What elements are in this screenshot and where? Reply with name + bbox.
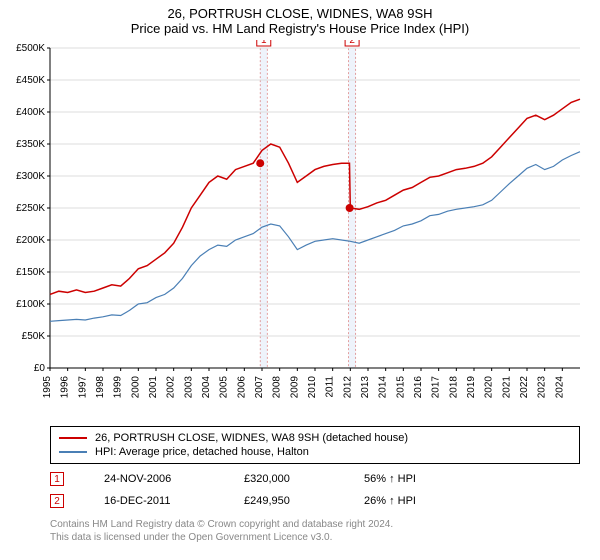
svg-text:2000: 2000 xyxy=(130,376,141,399)
marker-price: £320,000 xyxy=(244,473,324,485)
svg-text:£250K: £250K xyxy=(16,203,45,214)
svg-text:2017: 2017 xyxy=(431,376,442,399)
marker-price: £249,950 xyxy=(244,495,324,507)
svg-text:1: 1 xyxy=(261,40,267,46)
svg-text:2: 2 xyxy=(349,40,355,46)
marker-row: 2 16-DEC-2011 £249,950 26% ↑ HPI xyxy=(50,490,580,512)
svg-text:1997: 1997 xyxy=(77,376,88,399)
chart-area: £0 £50K £100K £150K £200K £250K £300K £350K £400… xyxy=(0,40,600,420)
svg-text:£500K: £500K xyxy=(16,43,45,54)
footer-line1: Contains HM Land Registry data © Crown c… xyxy=(50,518,580,531)
svg-text:2014: 2014 xyxy=(378,376,389,399)
footer-line2: This data is licensed under the Open Gov… xyxy=(50,531,580,544)
svg-text:2010: 2010 xyxy=(307,376,318,399)
svg-text:£150K: £150K xyxy=(16,267,45,278)
marker-number-badge: 2 xyxy=(50,494,64,508)
svg-text:2002: 2002 xyxy=(166,376,177,399)
svg-text:2018: 2018 xyxy=(448,376,459,399)
svg-text:2003: 2003 xyxy=(183,376,194,399)
marker-date: 16-DEC-2011 xyxy=(104,495,204,507)
marker-number-badge: 1 xyxy=(50,472,64,486)
svg-text:£350K: £350K xyxy=(16,139,45,150)
legend-label: 26, PORTRUSH CLOSE, WIDNES, WA8 9SH (det… xyxy=(95,432,408,444)
marker-delta: 26% ↑ HPI xyxy=(364,495,416,507)
legend: 26, PORTRUSH CLOSE, WIDNES, WA8 9SH (det… xyxy=(50,426,580,464)
legend-row: HPI: Average price, detached house, Halt… xyxy=(59,445,571,459)
svg-text:£200K: £200K xyxy=(16,235,45,246)
svg-text:1999: 1999 xyxy=(113,376,124,399)
svg-text:2008: 2008 xyxy=(272,376,283,399)
svg-text:2009: 2009 xyxy=(289,376,300,399)
footer-attribution: Contains HM Land Registry data © Crown c… xyxy=(50,518,580,544)
svg-text:1995: 1995 xyxy=(42,376,53,399)
svg-text:2023: 2023 xyxy=(537,376,548,399)
svg-text:2007: 2007 xyxy=(254,376,265,399)
svg-text:2006: 2006 xyxy=(236,376,247,399)
svg-text:2012: 2012 xyxy=(342,376,353,399)
svg-text:2016: 2016 xyxy=(413,376,424,399)
marker-date: 24-NOV-2006 xyxy=(104,473,204,485)
svg-text:£300K: £300K xyxy=(16,171,45,182)
svg-text:2004: 2004 xyxy=(201,376,212,399)
svg-text:1998: 1998 xyxy=(95,376,106,399)
legend-row: 26, PORTRUSH CLOSE, WIDNES, WA8 9SH (det… xyxy=(59,431,571,445)
line-chart-svg: £0 £50K £100K £150K £200K £250K £300K £350K £400… xyxy=(0,40,600,420)
svg-text:2019: 2019 xyxy=(466,376,477,399)
svg-text:2011: 2011 xyxy=(325,376,336,398)
chart-title-line2: Price paid vs. HM Land Registry's House … xyxy=(0,21,600,40)
svg-text:1996: 1996 xyxy=(60,376,71,399)
sale-markers-table: 1 24-NOV-2006 £320,000 56% ↑ HPI 2 16-DEC-201… xyxy=(50,468,580,512)
svg-text:2020: 2020 xyxy=(484,376,495,399)
svg-text:2024: 2024 xyxy=(554,376,565,399)
svg-text:£100K: £100K xyxy=(16,299,45,310)
svg-text:2022: 2022 xyxy=(519,376,530,399)
marker-delta: 56% ↑ HPI xyxy=(364,473,416,485)
svg-text:2015: 2015 xyxy=(395,376,406,399)
svg-text:2021: 2021 xyxy=(501,376,512,399)
svg-text:2005: 2005 xyxy=(219,376,230,399)
legend-swatch xyxy=(59,451,87,453)
legend-label: HPI: Average price, detached house, Halt… xyxy=(95,446,309,458)
svg-text:£0: £0 xyxy=(34,363,46,374)
chart-title-line1: 26, PORTRUSH CLOSE, WIDNES, WA8 9SH xyxy=(0,0,600,21)
svg-text:2001: 2001 xyxy=(148,376,159,399)
marker-row: 1 24-NOV-2006 £320,000 56% ↑ HPI xyxy=(50,468,580,490)
svg-text:£400K: £400K xyxy=(16,107,45,118)
svg-text:£50K: £50K xyxy=(22,331,46,342)
svg-text:£450K: £450K xyxy=(16,75,45,86)
legend-swatch xyxy=(59,437,87,439)
svg-text:2013: 2013 xyxy=(360,376,371,399)
